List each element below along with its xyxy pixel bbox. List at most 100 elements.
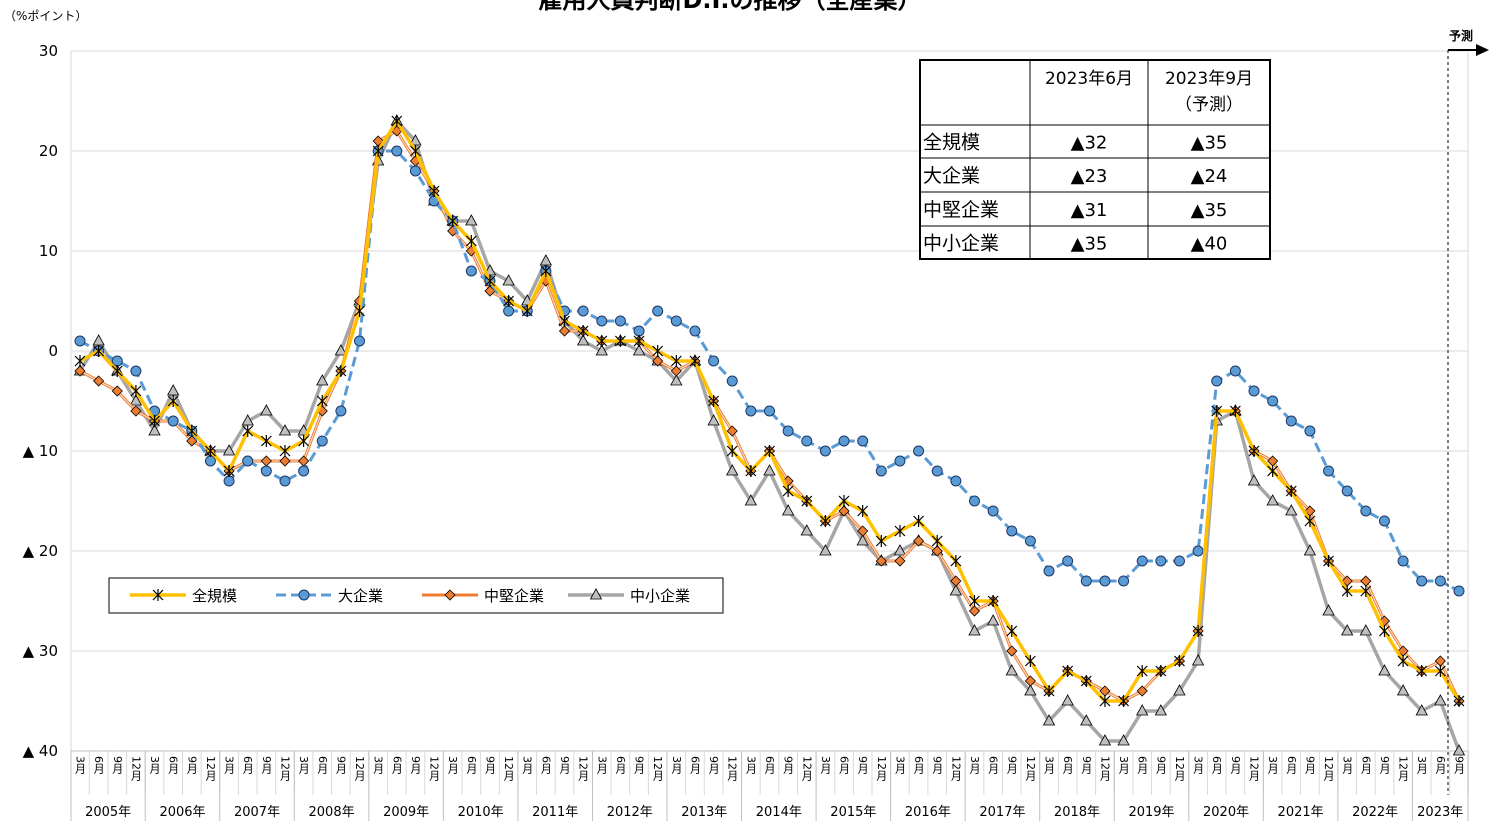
x-tick-label: 12月 (875, 756, 888, 781)
point (819, 445, 831, 457)
x-tick-label: 9月 (1453, 756, 1466, 774)
point (875, 555, 887, 567)
x-tick-label: 12月 (800, 756, 813, 781)
y-tick-label: 20 (39, 142, 58, 160)
point (670, 315, 682, 327)
table-row-label: 中小企業 (923, 233, 999, 255)
point (1248, 385, 1260, 397)
point (1173, 684, 1186, 696)
point (111, 385, 123, 397)
y-tick-label: ▲ 40 (23, 742, 58, 760)
point (484, 285, 496, 297)
point (614, 315, 626, 327)
point (1397, 555, 1409, 567)
year-label: 2022年 (1352, 805, 1398, 820)
point (838, 435, 850, 447)
point (1267, 395, 1279, 407)
x-tick-label: 6月 (912, 756, 925, 774)
point (92, 334, 105, 346)
point (167, 415, 179, 427)
x-tick-label: 6月 (390, 756, 403, 774)
point (1099, 575, 1111, 587)
point (745, 465, 757, 477)
point (1285, 485, 1297, 497)
point (987, 505, 999, 517)
point (652, 355, 664, 367)
point (409, 165, 421, 177)
x-tick-label: 9月 (1303, 756, 1316, 774)
x-tick-label: 3月 (1341, 756, 1354, 774)
point (1136, 704, 1149, 716)
table-row-label: 大企業 (923, 165, 980, 187)
point (205, 445, 216, 457)
x-tick-label: 6月 (688, 756, 701, 774)
x-tick-label: 6月 (539, 756, 552, 774)
year-label: 2010年 (458, 805, 504, 820)
year-label: 2006年 (159, 805, 205, 820)
point (242, 455, 254, 467)
point (335, 405, 347, 417)
point (167, 395, 179, 407)
point (987, 595, 999, 607)
point (1416, 665, 1428, 677)
point (1043, 685, 1055, 697)
point (130, 385, 142, 397)
point (1211, 375, 1223, 387)
point (1341, 585, 1353, 597)
point (242, 425, 254, 437)
x-tick-label: 9月 (558, 756, 571, 774)
x-tick-label: 6月 (465, 756, 478, 774)
point (204, 455, 216, 467)
point (838, 505, 850, 517)
x-tick-label: 3月 (1415, 756, 1428, 774)
x-tick-label: 6月 (1434, 756, 1447, 774)
point (74, 335, 86, 347)
table-cell: ▲35 (1071, 234, 1108, 255)
year-label: 2009年 (383, 805, 429, 820)
point (1080, 675, 1092, 687)
point (1006, 525, 1018, 537)
point (782, 485, 794, 497)
x-tick-label: 12月 (726, 756, 739, 781)
point (260, 465, 272, 477)
y-tick-label: 0 (48, 342, 58, 360)
point (428, 185, 440, 197)
point (111, 355, 123, 367)
point (950, 555, 962, 567)
point (894, 525, 906, 537)
point (111, 365, 123, 377)
point (893, 544, 907, 556)
point (539, 254, 553, 266)
legend-marker (152, 589, 164, 601)
summary-table: 2023年6月 2023年9月 （予測） 全規模 ▲32 ▲35 大企業 ▲23 ▲24 中堅企業… (919, 59, 1271, 260)
point (465, 265, 477, 277)
point (596, 335, 608, 347)
point (744, 494, 758, 506)
x-tick-label: 6月 (987, 756, 1000, 774)
point (130, 365, 142, 377)
chart-title: 雇用人員判断D.I.の推移（全産業） (538, 0, 921, 14)
point (1080, 575, 1092, 587)
x-tick-label: 9月 (633, 756, 646, 774)
point (447, 215, 459, 227)
point (1323, 465, 1335, 477)
point (1304, 515, 1316, 527)
point (763, 464, 776, 476)
point (298, 435, 310, 447)
table-cell: ▲40 (1191, 234, 1228, 255)
x-tick-label: 9月 (707, 756, 720, 774)
x-tick-label: 12月 (1322, 756, 1335, 781)
point (689, 355, 701, 367)
point (1024, 684, 1037, 696)
point (708, 395, 720, 407)
point (1323, 555, 1334, 567)
point (1360, 585, 1372, 597)
point (1191, 654, 1205, 666)
point (1174, 655, 1185, 667)
point (1173, 555, 1185, 567)
x-tick-label: 12月 (577, 756, 590, 781)
series (73, 114, 1466, 756)
point (223, 475, 235, 487)
point (1098, 734, 1112, 746)
point (633, 335, 645, 347)
